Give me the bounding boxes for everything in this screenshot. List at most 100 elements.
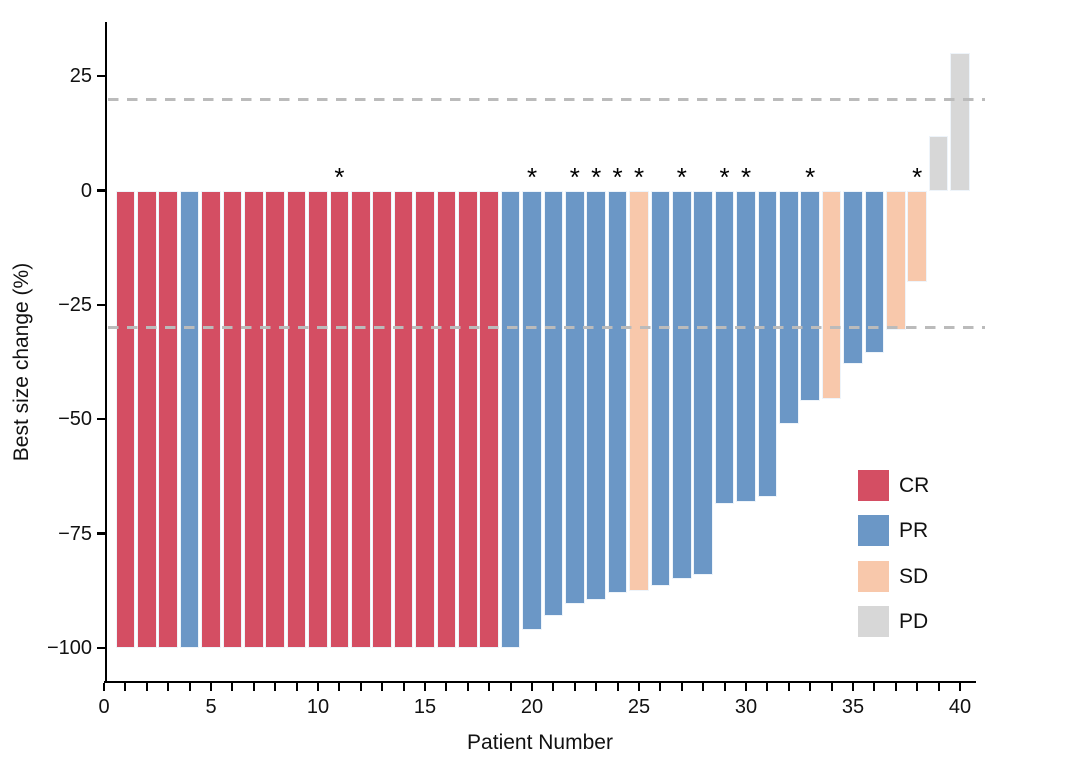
bar-patient-11-cr: [329, 190, 350, 648]
bar-patient-17-cr: [458, 190, 478, 648]
bar-patient-22-pr: [565, 190, 585, 605]
y-tick--100: [96, 646, 105, 650]
x-tick-36: [873, 683, 876, 691]
significance-star-patient-33: *: [805, 162, 816, 192]
x-tick-27: [680, 683, 683, 691]
bar-patient-19-pr: [500, 190, 521, 648]
significance-star-patient-22: *: [569, 162, 580, 192]
y-axis-title: Best size change (%): [10, 262, 33, 462]
bar-patient-4-pr: [179, 190, 200, 648]
x-tick-19: [509, 683, 512, 691]
x-tick-26: [659, 683, 662, 691]
legend-label-pd: PD: [899, 610, 929, 633]
bar-patient-29-pr: [714, 190, 735, 504]
x-tick-40: [958, 683, 962, 691]
x-tick-6: [231, 683, 234, 691]
x-tick-20: [530, 683, 534, 691]
significance-star-patient-24: *: [612, 162, 623, 192]
legend-swatch-pr: [858, 514, 889, 546]
x-tick-35: [851, 683, 855, 691]
x-tick-13: [381, 683, 384, 691]
bar-patient-27-pr: [672, 190, 692, 580]
significance-star-patient-23: *: [591, 162, 602, 192]
y-tick-label-0: 0: [80, 179, 92, 202]
bar-patient-3-cr: [158, 190, 178, 648]
bar-patient-39-pd: [928, 135, 949, 191]
x-tick-29: [723, 683, 726, 691]
x-tick-0: [102, 683, 106, 691]
x-tick-11: [338, 683, 341, 691]
significance-star-patient-30: *: [740, 162, 752, 192]
y-tick-0: [96, 189, 105, 192]
x-tick-5: [209, 683, 213, 691]
y-tick-label--75: −75: [58, 522, 92, 545]
bar-patient-30-pr: [736, 190, 756, 502]
bar-patient-10-cr: [308, 190, 328, 648]
x-tick-4: [188, 683, 191, 691]
bar-patient-15-cr: [415, 190, 435, 648]
bar-patient-34-sd: [821, 190, 842, 399]
bar-patient-23-pr: [586, 190, 606, 600]
bar-patient-14-cr: [393, 190, 414, 648]
bar-patient-8-cr: [265, 190, 285, 648]
x-tick-25: [637, 683, 641, 691]
x-tick-label-40: 40: [948, 696, 972, 718]
y-tick-label--25: −25: [58, 293, 92, 316]
x-tick-label-30: 30: [734, 696, 758, 718]
x-tick-37: [894, 683, 897, 691]
x-tick-22: [573, 683, 576, 691]
y-tick-label-25: 25: [69, 65, 92, 88]
legend-label-sd: SD: [899, 564, 929, 588]
x-tick-21: [552, 683, 555, 691]
y-axis-line: [104, 22, 108, 683]
bar-patient-31-pr: [757, 190, 778, 497]
significance-star-patient-11: *: [334, 162, 345, 192]
y-tick--50: [96, 418, 105, 421]
bar-patient-6-cr: [222, 190, 243, 648]
x-tick-34: [830, 683, 833, 691]
bar-patient-18-cr: [479, 190, 499, 648]
bar-patient-13-cr: [372, 190, 392, 648]
legend-swatch-sd: [858, 560, 889, 592]
x-tick-label-25: 25: [627, 696, 651, 718]
x-tick-8: [274, 683, 277, 691]
y-tick--75: [96, 532, 105, 535]
bar-patient-24-pr: [607, 190, 628, 594]
significance-star-patient-27: *: [676, 162, 687, 192]
x-tick-31: [766, 683, 769, 691]
x-tick-9: [295, 683, 298, 691]
x-tick-30: [744, 683, 748, 691]
x-tick-28: [702, 683, 705, 691]
legend-label-cr: CR: [899, 474, 930, 497]
bar-patient-5-cr: [201, 190, 221, 648]
x-tick-23: [595, 683, 598, 691]
x-axis-line: [104, 680, 977, 684]
y-tick-label--100: −100: [46, 636, 92, 659]
bar-patient-20-pr: [522, 190, 542, 630]
bar-patient-26-pr: [650, 190, 671, 587]
bar-patient-21-pr: [543, 190, 564, 616]
bar-patient-12-cr: [351, 190, 371, 648]
x-tick-3: [167, 683, 170, 691]
x-tick-33: [809, 683, 812, 691]
x-tick-32: [787, 683, 790, 691]
x-tick-39: [937, 683, 940, 691]
legend-label-pr: PR: [899, 518, 929, 542]
bar-patient-37-sd: [886, 190, 906, 331]
bar-patient-36-pr: [864, 190, 885, 353]
x-tick-14: [402, 683, 405, 691]
significance-star-patient-38: *: [912, 162, 923, 192]
y-tick-25: [96, 75, 105, 78]
legend-swatch-cr: [858, 470, 889, 501]
bar-patient-7-cr: [244, 190, 264, 648]
x-tick-38: [916, 683, 919, 691]
bar-patient-35-pr: [843, 190, 863, 365]
x-tick-label-5: 5: [205, 696, 217, 718]
reference-line--30-percent: [107, 326, 985, 330]
x-tick-label-35: 35: [841, 696, 865, 718]
legend-swatch-pd: [858, 606, 889, 637]
bar-patient-2-cr: [137, 190, 157, 648]
bar-patient-25-sd: [629, 190, 649, 591]
bar-patient-28-pr: [693, 190, 713, 575]
bar-patient-40-pd: [950, 53, 970, 191]
